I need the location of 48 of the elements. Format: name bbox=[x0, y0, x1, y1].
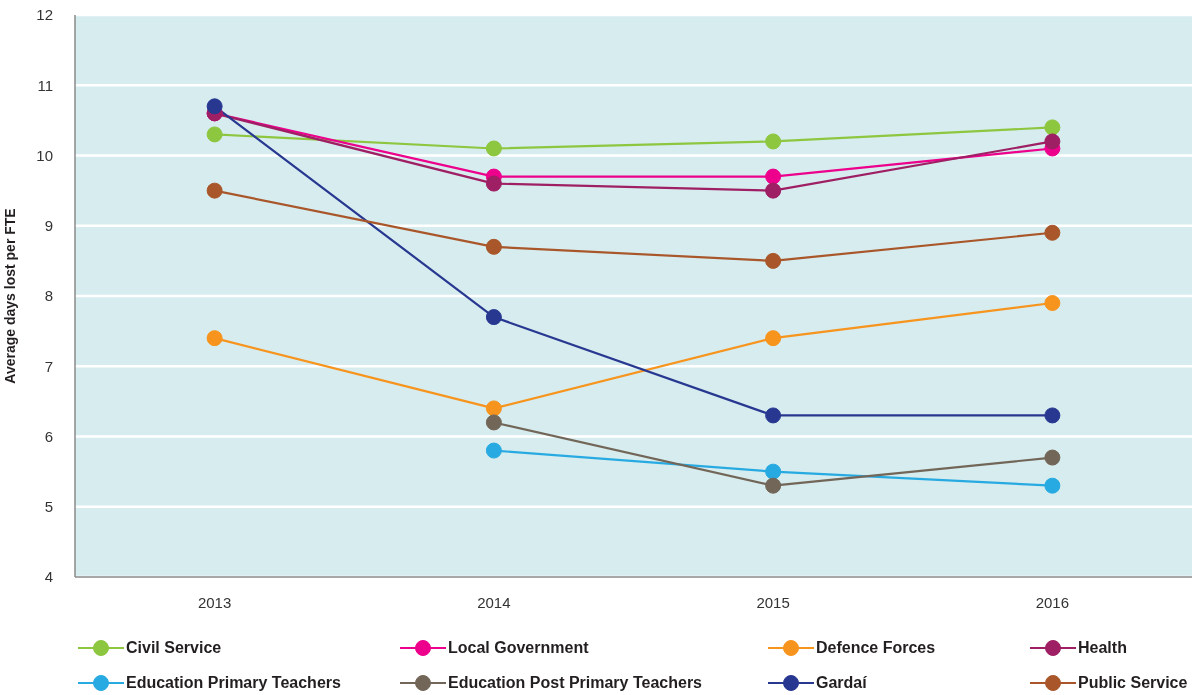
legend-label: Public Service bbox=[1078, 673, 1188, 692]
point bbox=[485, 140, 502, 157]
legend-label: Local Government bbox=[448, 638, 589, 657]
y-tick-label: 12 bbox=[36, 6, 53, 24]
y-tick-label: 5 bbox=[44, 498, 53, 516]
legend-label: Education Primary Teachers bbox=[126, 673, 341, 692]
point bbox=[1044, 119, 1061, 136]
point bbox=[765, 477, 782, 494]
point bbox=[765, 133, 782, 150]
point bbox=[1044, 449, 1061, 466]
point bbox=[485, 309, 502, 326]
y-tick-label: 6 bbox=[44, 427, 53, 445]
point bbox=[1044, 224, 1061, 241]
y-tick-label: 4 bbox=[44, 568, 53, 586]
legend-label: Gardaí bbox=[816, 673, 867, 692]
point bbox=[765, 463, 782, 480]
y-tick-label: 8 bbox=[44, 287, 53, 305]
point bbox=[1044, 295, 1061, 312]
point bbox=[206, 126, 223, 143]
legend-label: Education Post Primary Teachers bbox=[448, 673, 703, 692]
x-tick-label: 2015 bbox=[756, 593, 790, 611]
point bbox=[1044, 477, 1061, 494]
y-tick-label: 7 bbox=[44, 357, 53, 375]
point bbox=[765, 168, 782, 185]
point bbox=[206, 98, 223, 115]
point bbox=[485, 414, 502, 431]
legend-label: Defence Forces bbox=[816, 638, 936, 657]
point bbox=[765, 407, 782, 424]
y-axis-title: Average days lost per FTE bbox=[1, 208, 18, 384]
legend-label: Health bbox=[1078, 638, 1127, 657]
point bbox=[485, 400, 502, 417]
point bbox=[1044, 407, 1061, 424]
point bbox=[765, 252, 782, 269]
x-tick-label: 2016 bbox=[1035, 593, 1070, 611]
y-tick-label: 11 bbox=[37, 76, 53, 94]
point bbox=[206, 182, 223, 199]
legend-label: Civil Service bbox=[126, 638, 222, 657]
point bbox=[765, 330, 782, 347]
point bbox=[765, 182, 782, 199]
point bbox=[485, 238, 502, 255]
x-tick-label: 2014 bbox=[477, 593, 511, 611]
point bbox=[206, 330, 223, 347]
point bbox=[1044, 133, 1061, 150]
x-tick-label: 2013 bbox=[197, 593, 232, 611]
point bbox=[485, 175, 502, 192]
y-tick-label: 10 bbox=[36, 146, 53, 164]
y-tick-label: 9 bbox=[44, 217, 53, 235]
point bbox=[485, 442, 502, 459]
